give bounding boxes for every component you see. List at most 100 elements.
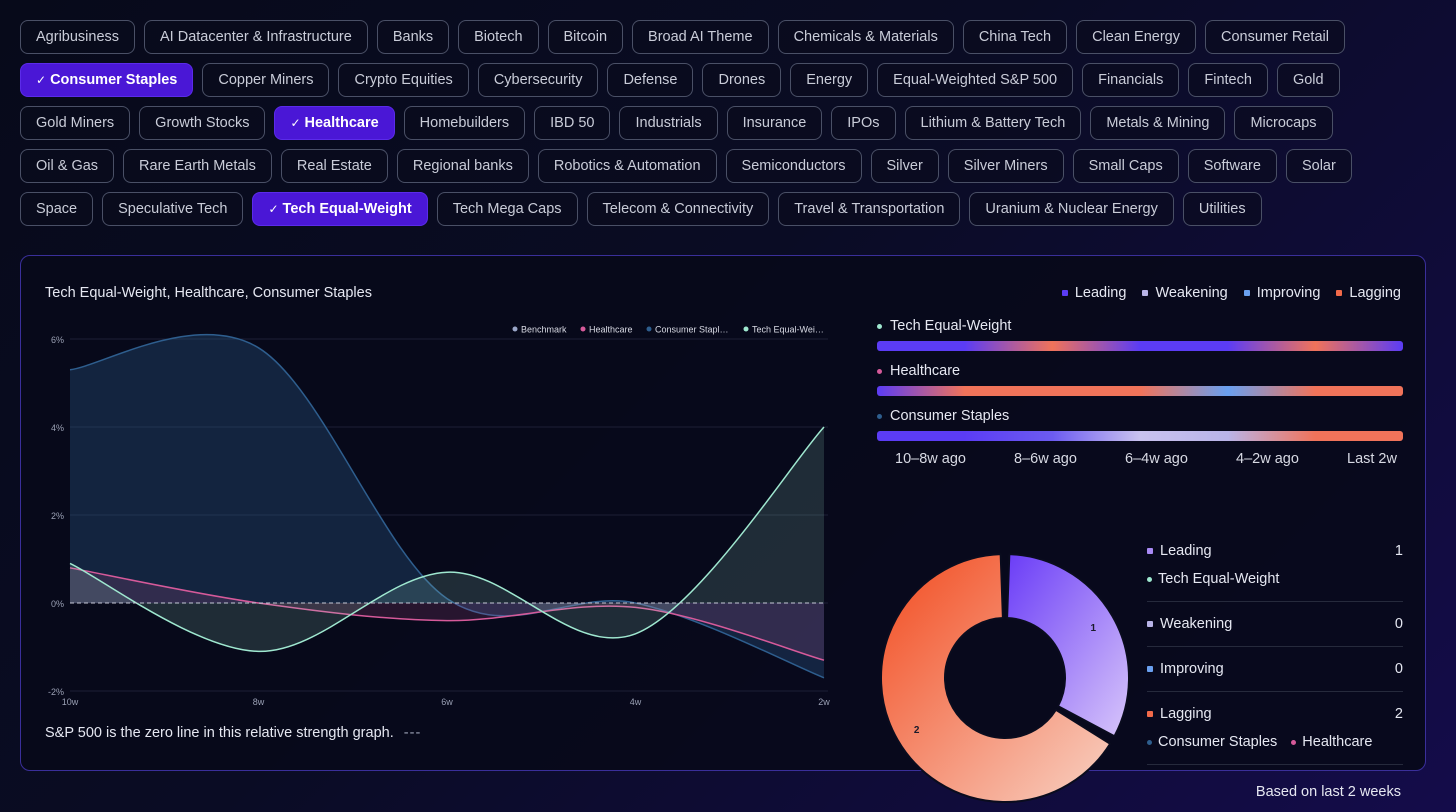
chip-label: Consumer Staples xyxy=(50,72,178,88)
status-count-legend: Leading 1 Tech Equal-Weight Weakening 0 Impro… xyxy=(1147,541,1403,777)
chip-travel-transportation[interactable]: Travel & Transportation xyxy=(778,192,961,226)
chip-ipos[interactable]: IPOs xyxy=(831,106,896,140)
chip-banks[interactable]: Banks xyxy=(376,20,450,54)
chip-label: Real Estate xyxy=(296,158,372,174)
chip-real-estate[interactable]: Real Estate xyxy=(280,149,388,183)
chip-silver[interactable]: Silver xyxy=(870,149,939,183)
chip-healthcare[interactable]: ✓ Healthcare xyxy=(274,106,395,140)
chip-growth-stocks[interactable]: Growth Stocks xyxy=(139,106,266,140)
member-label: Tech Equal-Weight xyxy=(1158,571,1280,587)
legend-label: Weakening xyxy=(1155,285,1228,301)
chip-label: Semiconductors xyxy=(741,158,846,174)
chip-consumer-staples[interactable]: ✓ Consumer Staples xyxy=(20,63,194,97)
chip-tech-mega-caps[interactable]: Tech Mega Caps xyxy=(436,192,578,226)
chip-clean-energy[interactable]: Clean Energy xyxy=(1076,20,1196,54)
status-group-leading: Leading 1 Tech Equal-Weight xyxy=(1147,541,1403,589)
chip-equal-weighted-s-p-500[interactable]: Equal-Weighted S&P 500 xyxy=(877,63,1074,97)
legend-lagging: Lagging xyxy=(1336,285,1401,301)
chip-lithium-battery-tech[interactable]: Lithium & Battery Tech xyxy=(904,106,1082,140)
area-consumer-staples xyxy=(70,334,824,678)
chip-uranium-nuclear-energy[interactable]: Uranium & Nuclear Energy xyxy=(969,192,1174,226)
chip-label: Tech Equal-Weight xyxy=(282,201,412,217)
legend-leading: Leading xyxy=(1061,285,1126,301)
chip-label: Chemicals & Materials xyxy=(793,29,938,45)
trend-row-healthcare: Healthcare xyxy=(877,361,1403,406)
based-on-note: Based on last 2 weeks xyxy=(1255,784,1401,800)
chip-semiconductors[interactable]: Semiconductors xyxy=(725,149,862,183)
chip-label: Fintech xyxy=(1204,72,1252,88)
chip-fintech[interactable]: Fintech xyxy=(1188,63,1268,97)
chip-gold[interactable]: Gold xyxy=(1276,63,1340,97)
chip-label: Software xyxy=(1203,158,1261,174)
chip-oil-gas[interactable]: Oil & Gas xyxy=(20,149,115,183)
chip-label: Consumer Retail xyxy=(1220,29,1329,45)
series-dot xyxy=(877,323,882,329)
chip-ibd-50[interactable]: IBD 50 xyxy=(534,106,611,140)
chip-drones[interactable]: Drones xyxy=(702,63,782,97)
status-row: Weakening 0 xyxy=(1147,614,1403,634)
trend-row-consumer-staples: Consumer Staples xyxy=(877,406,1403,451)
chip-label: Healthcare xyxy=(304,115,379,131)
chip-space[interactable]: Space xyxy=(20,192,94,226)
chip-label: Small Caps xyxy=(1088,158,1163,174)
legend-swatch xyxy=(1243,290,1250,296)
status-label: Lagging xyxy=(1160,706,1212,722)
legend-label: Improving xyxy=(1256,285,1321,301)
chip-small-caps[interactable]: Small Caps xyxy=(1072,149,1179,183)
chip-agribusiness[interactable]: Agribusiness xyxy=(20,20,136,54)
chip-energy[interactable]: Energy xyxy=(790,63,869,97)
chip-bitcoin[interactable]: Bitcoin xyxy=(547,20,624,54)
divider xyxy=(1147,764,1403,765)
chip-label: Lithium & Battery Tech xyxy=(920,115,1066,131)
chip-crypto-equities[interactable]: Crypto Equities xyxy=(338,63,469,97)
chip-label: Banks xyxy=(392,29,434,45)
trend-gradient-bar xyxy=(877,341,1403,351)
chip-rare-earth-metals[interactable]: Rare Earth Metals xyxy=(123,149,272,183)
chip-tech-equal-weight[interactable]: ✓ Tech Equal-Weight xyxy=(252,192,428,226)
chart-legend-dot xyxy=(580,326,586,332)
status-group-improving: Improving 0 xyxy=(1147,659,1403,679)
chip-regional-banks[interactable]: Regional banks xyxy=(396,149,529,183)
chip-label: Silver Miners xyxy=(963,158,1048,174)
chip-speculative-tech[interactable]: Speculative Tech xyxy=(102,192,244,226)
chip-ai-datacenter-infrastructure[interactable]: AI Datacenter & Infrastructure xyxy=(144,20,368,54)
chip-label: Agribusiness xyxy=(36,29,120,45)
chart-legend-label: Consumer Stapl… xyxy=(655,325,729,335)
chip-label: Homebuilders xyxy=(419,115,510,131)
donut-label: 2 xyxy=(914,725,920,736)
chip-insurance[interactable]: Insurance xyxy=(726,106,823,140)
trend-axis-label: 10–8w ago xyxy=(895,451,966,467)
chip-copper-miners[interactable]: Copper Miners xyxy=(202,63,330,97)
trend-axis-label: 6–4w ago xyxy=(1125,451,1188,467)
chip-microcaps[interactable]: Microcaps xyxy=(1234,106,1333,140)
chip-biotech[interactable]: Biotech xyxy=(458,20,539,54)
zero-line-dash: --- xyxy=(403,725,422,741)
y-tick-label: 6% xyxy=(51,335,64,345)
chart-footnote: S&P 500 is the zero line in this relativ… xyxy=(45,725,421,741)
chip-telecom-connectivity[interactable]: Telecom & Connectivity xyxy=(586,192,770,226)
chip-financials[interactable]: Financials xyxy=(1082,63,1180,97)
trend-axis-label: Last 2w xyxy=(1347,451,1397,467)
chip-metals-mining[interactable]: Metals & Mining xyxy=(1090,106,1226,140)
chip-china-tech[interactable]: China Tech xyxy=(962,20,1068,54)
chip-defense[interactable]: Defense xyxy=(607,63,694,97)
chip-consumer-retail[interactable]: Consumer Retail xyxy=(1204,20,1345,54)
chip-utilities[interactable]: Utilities xyxy=(1182,192,1262,226)
chip-solar[interactable]: Solar xyxy=(1285,149,1352,183)
chip-broad-ai-theme[interactable]: Broad AI Theme xyxy=(632,20,769,54)
chip-label: IPOs xyxy=(847,115,880,131)
chip-chemicals-materials[interactable]: Chemicals & Materials xyxy=(777,20,954,54)
chip-homebuilders[interactable]: Homebuilders xyxy=(403,106,526,140)
chip-cybersecurity[interactable]: Cybersecurity xyxy=(477,63,599,97)
chip-software[interactable]: Software xyxy=(1187,149,1277,183)
x-tick-label: 4w xyxy=(630,697,642,707)
x-tick-label: 2w xyxy=(818,697,830,707)
chart-legend-label: Healthcare xyxy=(589,325,633,335)
chip-silver-miners[interactable]: Silver Miners xyxy=(947,149,1064,183)
chip-label: Oil & Gas xyxy=(36,158,99,174)
chip-gold-miners[interactable]: Gold Miners xyxy=(20,106,131,140)
area-healthcare xyxy=(70,567,824,661)
chip-robotics-automation[interactable]: Robotics & Automation xyxy=(537,149,717,183)
chip-industrials[interactable]: Industrials xyxy=(619,106,718,140)
donut-label: 1 xyxy=(1091,623,1097,634)
